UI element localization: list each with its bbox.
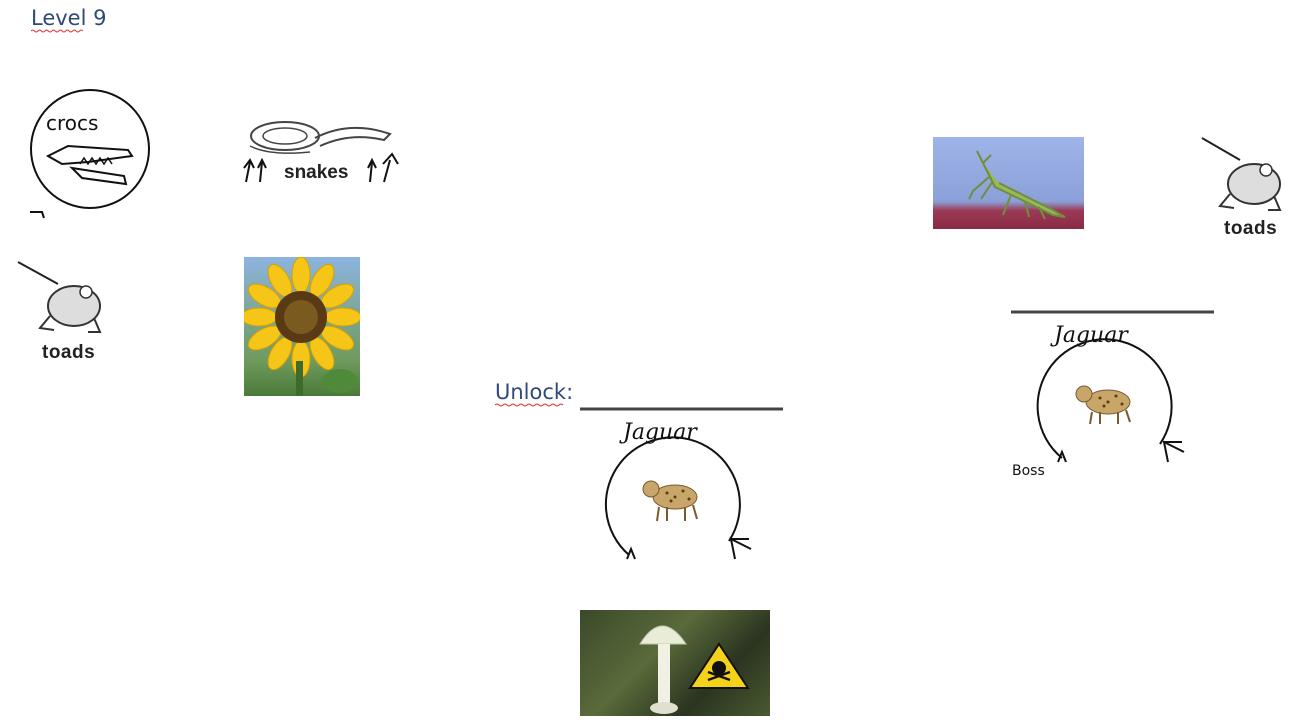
crocodile-icon: crocs [30, 89, 150, 219]
spellcheck-underline [31, 29, 83, 33]
mantis-icon [968, 150, 1066, 220]
jaguar-center-label: Jaguar [619, 420, 698, 445]
unlock-heading: Unlock: [495, 380, 574, 407]
toads-left-label: toads [42, 342, 96, 363]
mushroom-icon [639, 625, 750, 714]
snake-icon: snakes [243, 121, 399, 183]
spellcheck-underline [495, 403, 564, 407]
jaguar-right-label: Jaguar [1050, 323, 1129, 348]
toads-right-label: toads [1224, 218, 1278, 239]
level-title-text: Level 9 [31, 6, 107, 30]
jaguar-boss-card[interactable]: Jaguar [1010, 308, 1216, 463]
unlock-heading-text: Unlock: [495, 380, 574, 404]
jaguar-unlock-card[interactable]: Jaguar [579, 405, 785, 560]
toads-right-card[interactable]: toads [1198, 136, 1292, 248]
crocs-label: crocs [46, 111, 98, 135]
jaguar-icon: Jaguar [580, 407, 783, 560]
sunflower-icon [244, 257, 360, 396]
skull-crossbones-icon [688, 642, 750, 689]
crocs-card[interactable]: crocs [28, 88, 154, 220]
boss-label: Boss [1012, 463, 1045, 479]
jaguar-icon: Jaguar [1011, 310, 1214, 463]
sunflower-photo[interactable] [244, 257, 360, 396]
snakes-label: snakes [284, 162, 348, 183]
snakes-card[interactable]: snakes [240, 112, 410, 192]
mantis-photo[interactable] [933, 137, 1084, 229]
toads-left-card[interactable]: toads [14, 260, 114, 375]
toad-icon [1201, 137, 1282, 211]
level-title: Level 9 [31, 6, 107, 33]
toad-icon [17, 261, 102, 333]
mushroom-photo[interactable] [580, 610, 770, 716]
